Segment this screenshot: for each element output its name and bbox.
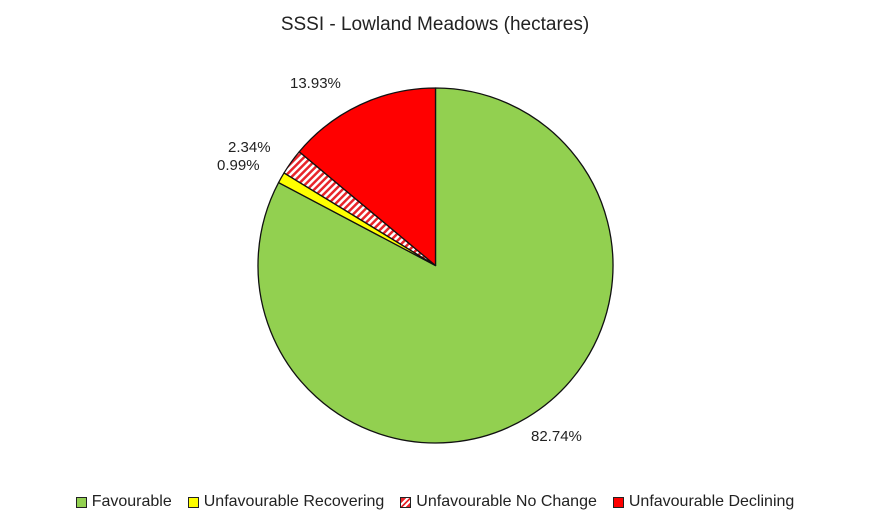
legend-label: Unfavourable Recovering	[203, 493, 385, 510]
legend-label: Favourable	[91, 493, 172, 510]
pie-slices	[257, 87, 614, 444]
legend-item-unfavourable-recovering: Unfavourable Recovering	[187, 493, 385, 511]
legend-label: Unfavourable No Change	[416, 493, 597, 510]
legend-label: Unfavourable Declining	[628, 493, 795, 510]
legend-swatch-icon	[75, 496, 87, 508]
legend-swatch-icon	[612, 496, 624, 508]
legend-swatch-icon	[400, 496, 412, 508]
legend-item-unfavourable-no-change: Unfavourable No Change	[400, 493, 597, 511]
legend-item-favourable: Favourable	[75, 493, 172, 511]
data-label-unfavourable-recovering: 0.99%	[217, 157, 260, 174]
chart-title: SSSI - Lowland Meadows (hectares)	[280, 14, 590, 35]
legend: Favourable Unfavourable Recovering Unfav…	[0, 493, 870, 511]
legend-swatch-icon	[187, 496, 199, 508]
data-label-unfavourable-declining: 13.93%	[290, 75, 341, 92]
data-label-unfavourable-no-change: 2.34%	[228, 139, 271, 156]
data-label-favourable: 82.74%	[531, 428, 582, 445]
legend-item-unfavourable-declining: Unfavourable Declining	[612, 493, 795, 511]
slice-unfavourable-declining	[298, 87, 437, 267]
